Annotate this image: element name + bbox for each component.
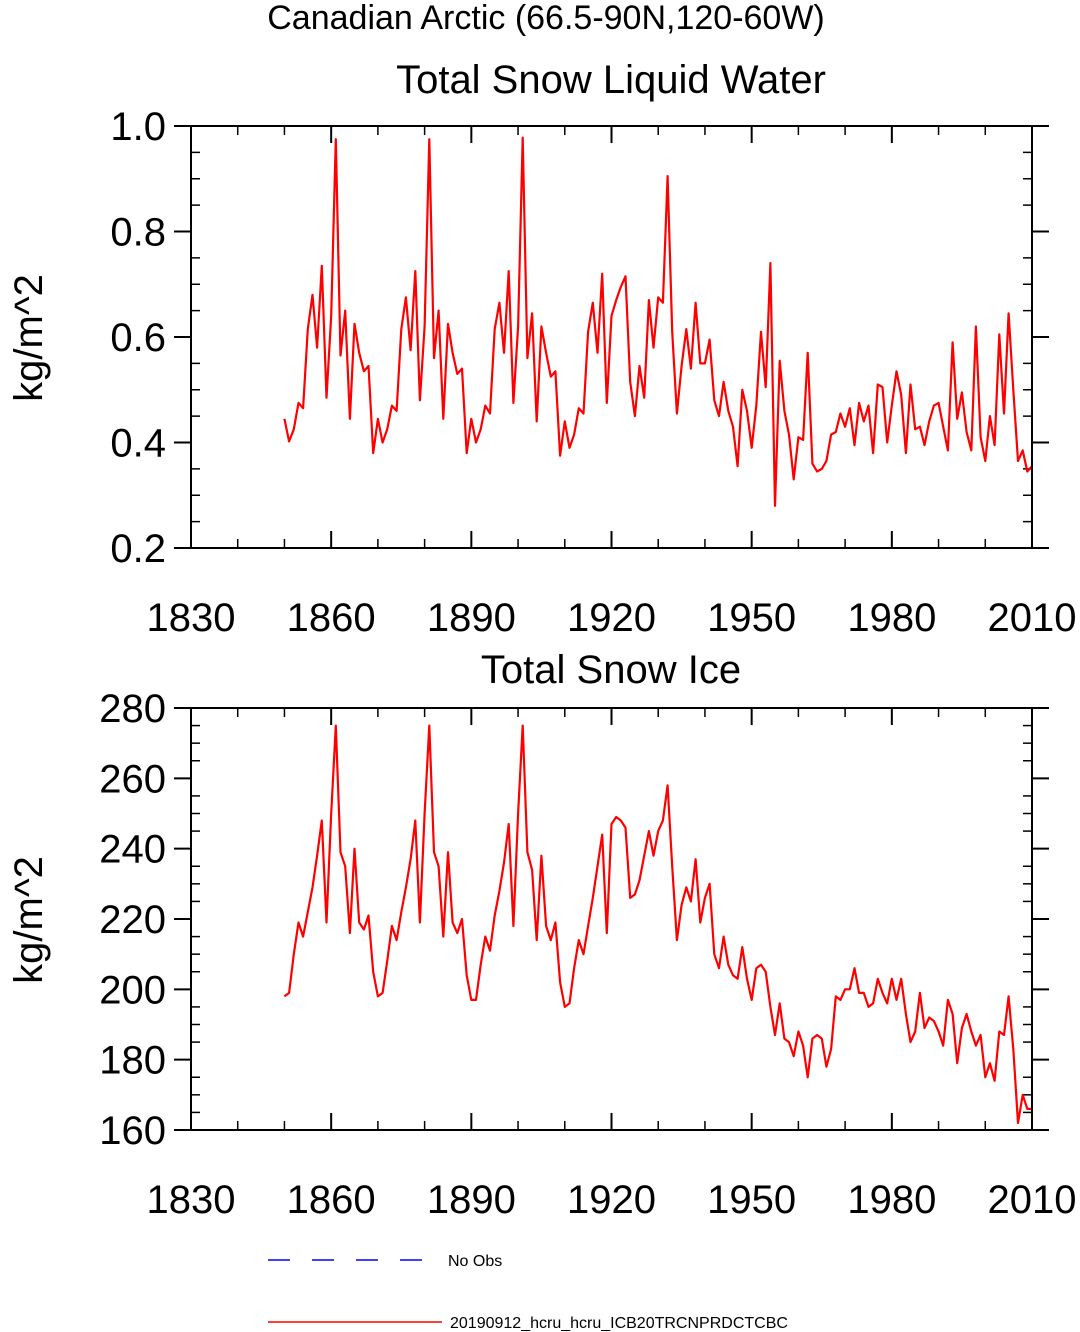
y-tick-label: 200 [99, 968, 166, 1012]
x-tick-label: 1920 [567, 1178, 656, 1222]
legend: No Obs 20190912_hcru_hcru_ICB20TRCNPRDCT… [268, 1253, 788, 1332]
y-tick-label: 180 [99, 1039, 166, 1083]
y-tick-labels: 0.2 0.4 0.6 0.8 1.0 [110, 105, 166, 571]
y-tick-label: 1.0 [110, 105, 166, 149]
axis-ticks [174, 125, 1049, 549]
page-title: Canadian Arctic (66.5-90N,120-60W) [267, 0, 825, 37]
x-tick-label: 1860 [287, 1178, 376, 1222]
x-tick-label: 2010 [988, 1178, 1077, 1222]
chart-snow-ice: Total Snow Ice kg/m^2 160 180 200 220 240 260… [7, 648, 1076, 1222]
x-tick-label: 1890 [427, 1178, 516, 1222]
y-tick-label: 0.6 [110, 316, 166, 360]
y-tick-label: 220 [99, 898, 166, 942]
series-line [283, 136, 1033, 507]
x-tick-label: 1980 [847, 1178, 936, 1222]
x-tick-label: 1980 [847, 596, 936, 640]
plot-frame [190, 125, 1033, 549]
y-tick-label: 0.8 [110, 211, 166, 255]
y-tick-label: 0.4 [110, 422, 166, 466]
legend-series-label: 20190912_hcru_hcru_ICB20TRCNPRDCTCBC [450, 1315, 788, 1332]
chart-title: Total Snow Liquid Water [396, 58, 826, 102]
x-tick-labels: 1830 1860 1890 1920 1950 1980 2010 [147, 1178, 1077, 1222]
series-line [283, 724, 1032, 1125]
x-tick-label: 1920 [567, 596, 656, 640]
y-tick-label: 260 [99, 757, 166, 801]
y-tick-label: 280 [99, 687, 166, 731]
axis-ticks [174, 707, 1049, 1131]
chart-snow-liquid-water: Total Snow Liquid Water kg/m^2 0.2 0.4 0.6… [7, 58, 1076, 640]
x-tick-labels: 1830 1860 1890 1920 1950 1980 2010 [147, 596, 1077, 640]
x-tick-label: 1830 [147, 596, 236, 640]
x-tick-label: 2010 [988, 596, 1077, 640]
y-tick-labels: 160 180 200 220 240 260 280 [99, 687, 166, 1153]
x-tick-label: 1950 [707, 1178, 796, 1222]
y-axis-label: kg/m^2 [7, 856, 51, 984]
y-tick-label: 240 [99, 828, 166, 872]
x-tick-label: 1860 [287, 596, 376, 640]
x-tick-label: 1950 [707, 596, 796, 640]
y-tick-label: 0.2 [110, 527, 166, 571]
y-tick-label: 160 [99, 1109, 166, 1153]
x-tick-label: 1830 [147, 1178, 236, 1222]
x-tick-label: 1890 [427, 596, 516, 640]
y-axis-label: kg/m^2 [7, 274, 51, 402]
legend-no-obs-label: No Obs [448, 1253, 502, 1270]
chart-title: Total Snow Ice [481, 648, 741, 692]
plot-frame [190, 707, 1033, 1131]
